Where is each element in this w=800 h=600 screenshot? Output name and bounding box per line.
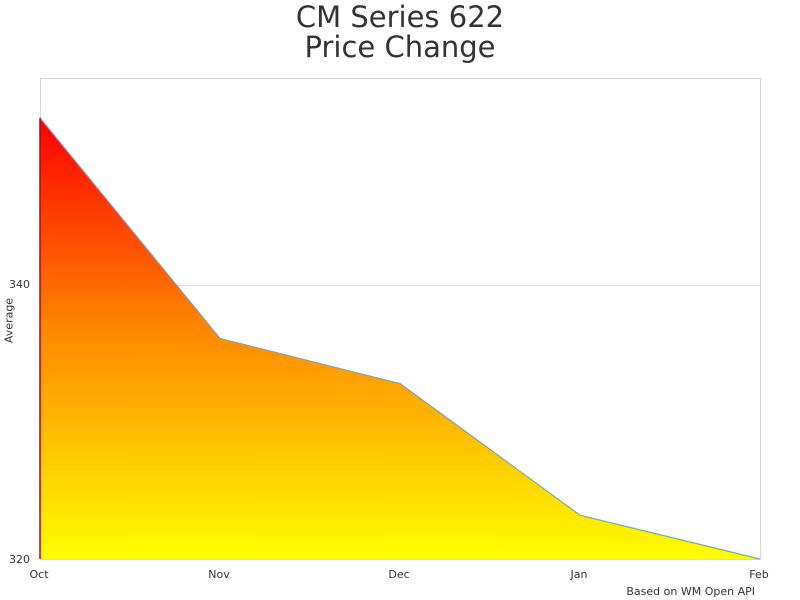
x-tick-nov: Nov xyxy=(208,568,230,581)
y-tick-320: 320 xyxy=(9,553,30,566)
series-line xyxy=(39,117,761,560)
x-tick-jan: Jan xyxy=(570,568,588,581)
chart-title: CM Series 622 Price Change xyxy=(0,2,800,62)
chart-title-line-2: Price Change xyxy=(304,30,496,64)
x-tick-oct: Oct xyxy=(29,568,49,581)
x-tick-feb: Feb xyxy=(749,568,769,581)
data-credit: Based on WM Open API xyxy=(626,585,755,598)
chart-title-line-1: CM Series 622 xyxy=(295,0,505,34)
y-tick-340: 340 xyxy=(9,278,30,291)
area-fill xyxy=(40,117,760,560)
y-axis-label: Average xyxy=(2,297,16,344)
x-tick-dec: Dec xyxy=(388,568,410,581)
